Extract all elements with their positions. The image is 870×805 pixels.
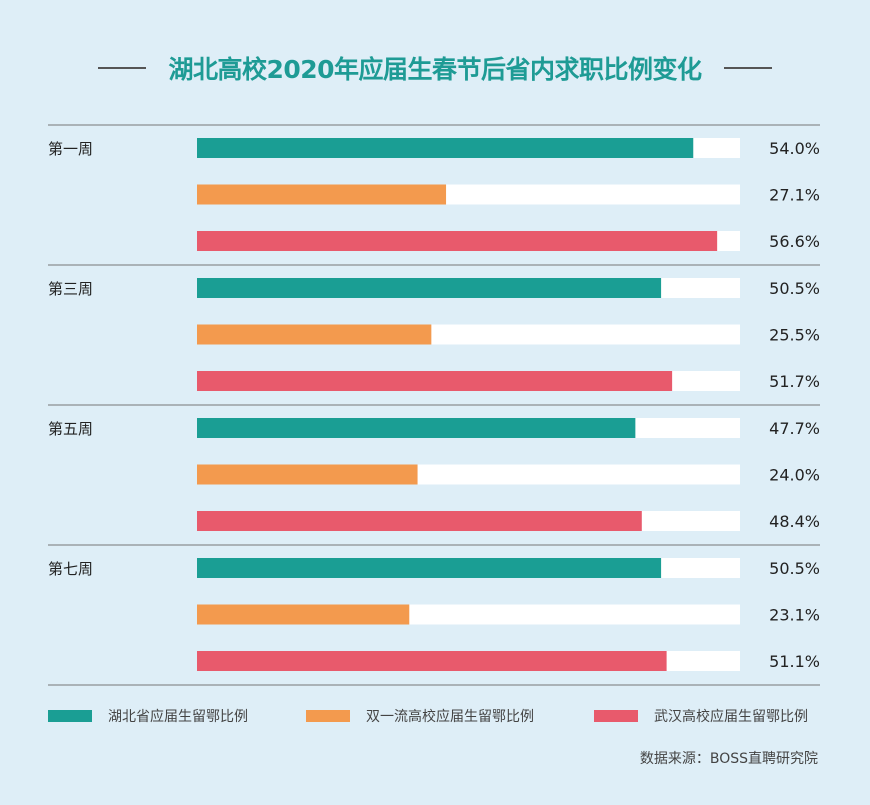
legend: 湖北省应届生留鄂比例 双一流高校应届生留鄂比例 武汉高校应届生留鄂比例 (0, 706, 870, 726)
legend-item-0: 湖北省应届生留鄂比例 (48, 706, 248, 726)
category-label: 第五周 (48, 420, 93, 438)
legend-label: 湖北省应届生留鄂比例 (108, 709, 248, 725)
bar (197, 651, 667, 671)
data-label: 25.5% (769, 326, 820, 345)
data-label: 51.7% (769, 372, 820, 391)
legend-item-1: 双一流高校应届生留鄂比例 (306, 706, 534, 726)
bar (197, 324, 432, 345)
category-label: 第一周 (48, 140, 93, 158)
legend-swatch (594, 710, 638, 722)
bar (197, 464, 418, 485)
data-label: 27.1% (769, 186, 820, 205)
data-source: 数据来源：BOSS直聘研究院 (639, 751, 818, 767)
data-label: 51.1% (769, 652, 820, 671)
category-label: 第三周 (48, 280, 93, 298)
data-label: 50.5% (769, 279, 820, 298)
data-label: 48.4% (769, 512, 820, 531)
category-label: 第七周 (48, 560, 93, 578)
bar (197, 278, 662, 298)
title-row: 湖北高校2020年应届生春节后省内求职比例变化 (0, 48, 870, 88)
bar (197, 371, 673, 391)
title-right-rule (723, 67, 772, 69)
legend-label: 武汉高校应届生留鄂比例 (654, 709, 808, 725)
data-label: 56.6% (769, 232, 820, 251)
legend-swatch (306, 710, 350, 722)
data-label: 54.0% (769, 139, 820, 158)
bar (197, 184, 447, 205)
bar (197, 511, 642, 531)
bar (197, 418, 636, 438)
chart-title: 湖北高校2020年应届生春节后省内求职比例变化 (168, 55, 702, 84)
title-left-rule (98, 67, 147, 69)
legend-label: 双一流高校应届生留鄂比例 (366, 709, 534, 725)
data-label: 24.0% (769, 466, 820, 485)
bar (197, 231, 718, 251)
bar (197, 604, 410, 625)
bar (197, 558, 662, 578)
legend-swatch (48, 710, 92, 722)
data-label: 50.5% (769, 559, 820, 578)
legend-item-2: 武汉高校应届生留鄂比例 (594, 706, 808, 726)
data-label: 47.7% (769, 419, 820, 438)
bar (197, 138, 694, 158)
data-label: 23.1% (769, 606, 820, 625)
